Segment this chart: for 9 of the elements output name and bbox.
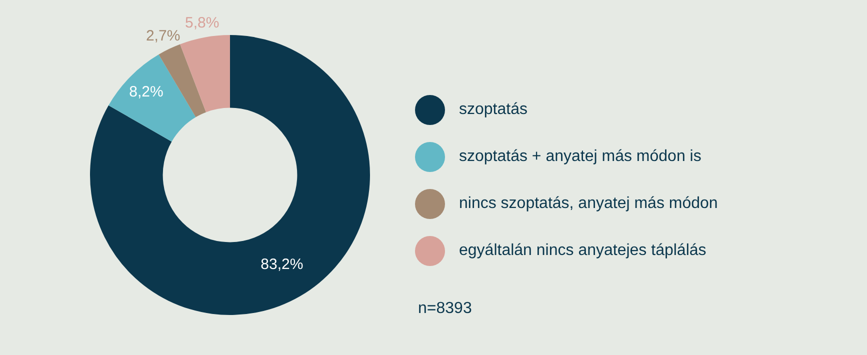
legend-label: nincs szoptatás, anyatej más módon <box>459 194 718 212</box>
text: n=8393 <box>418 300 472 318</box>
data-label: 8,2% <box>129 84 164 101</box>
legend-label: egyáltalán nincs anyatejes táplálás <box>459 242 706 260</box>
data-label: 83,2% <box>260 256 304 273</box>
legend-label: szoptatás <box>459 100 528 118</box>
legend-label: szoptatás + anyatej más módon is <box>459 148 702 166</box>
data-label: 2,7% <box>146 27 180 44</box>
data-label: 5,8% <box>184 14 220 32</box>
